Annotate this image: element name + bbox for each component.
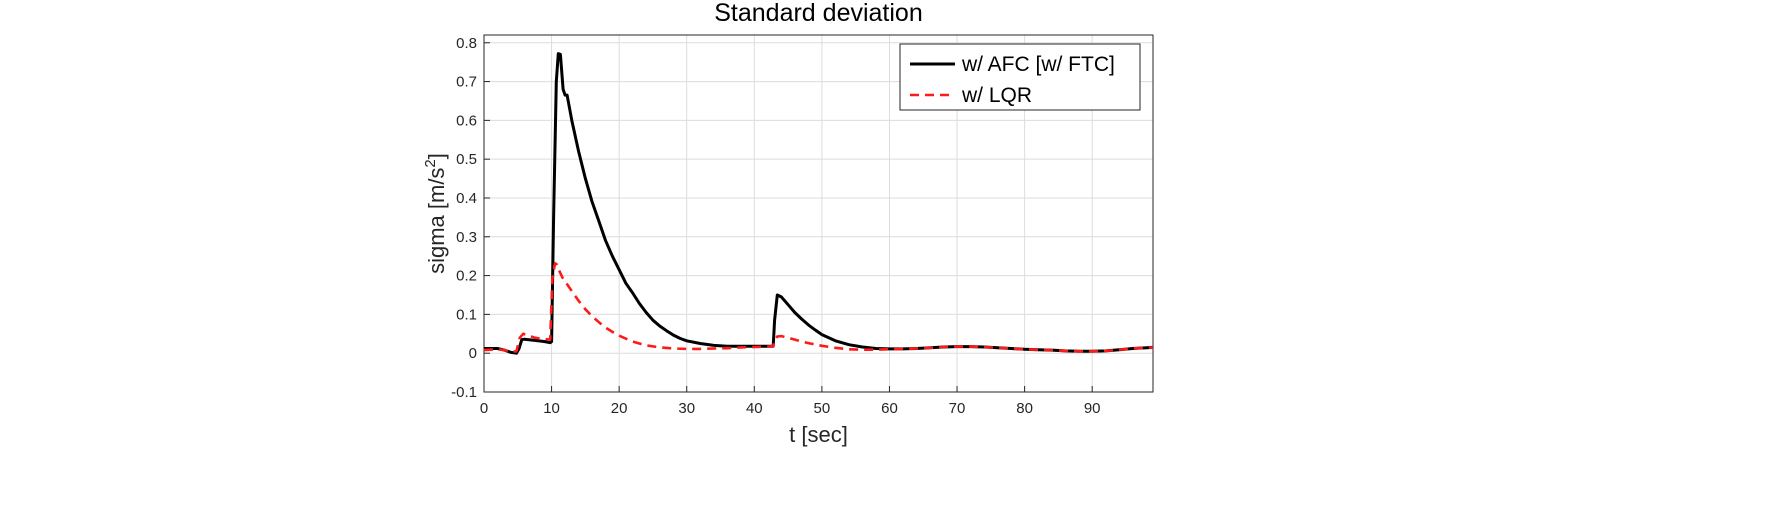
x-tick-label: 70 [949, 400, 966, 417]
x-tick-label: 40 [746, 400, 763, 417]
x-tick-label: 30 [678, 400, 695, 417]
x-axis-label: t [sec] [789, 422, 848, 447]
series-line-lqr [483, 261, 1154, 353]
axis-ticks: 0 10 20 30 40 50 60 70 80 90-0.100.10.20.30.40.50… [451, 35, 1100, 417]
y-tick-label: 0.7 [456, 74, 477, 91]
y-tick-label: 0.3 [456, 229, 477, 246]
x-tick-label: 80 [1016, 400, 1033, 417]
x-tick-label: 50 [814, 400, 831, 417]
y-tick-label: 0.8 [456, 35, 477, 52]
y-axis-label-main: sigma [m/s [424, 168, 449, 274]
legend-label-afc: w/ AFC [w/ FTC] [961, 53, 1115, 76]
x-tick-label: 20 [611, 400, 628, 417]
y-axis-label: sigma [m/s2] [422, 153, 449, 274]
y-tick-label: 0 [469, 345, 477, 362]
legend-box [899, 43, 1141, 111]
series-lines [483, 52, 1154, 355]
chart-title: Standard deviation [714, 0, 922, 27]
y-tick-label: 0.5 [456, 151, 477, 168]
x-tick-label: 60 [881, 400, 898, 417]
legend: w/ AFC [w/ FTC] w/ LQR [899, 43, 1141, 111]
y-tick-label: 0.1 [456, 306, 477, 323]
legend-label-lqr: w/ LQR [961, 84, 1032, 107]
y-axis-label-superscript: 2 [422, 159, 439, 167]
y-tick-label: 0.2 [456, 268, 477, 285]
x-tick-label: 0 [480, 400, 488, 417]
y-axis-label-suffix: ] [424, 153, 449, 159]
x-tick-label: 10 [543, 400, 560, 417]
plot-area-frame [483, 34, 1154, 393]
y-tick-label: 0.6 [456, 112, 477, 129]
y-tick-label: -0.1 [451, 384, 477, 401]
y-tick-label: 0.4 [456, 190, 477, 207]
x-tick-label: 90 [1084, 400, 1101, 417]
